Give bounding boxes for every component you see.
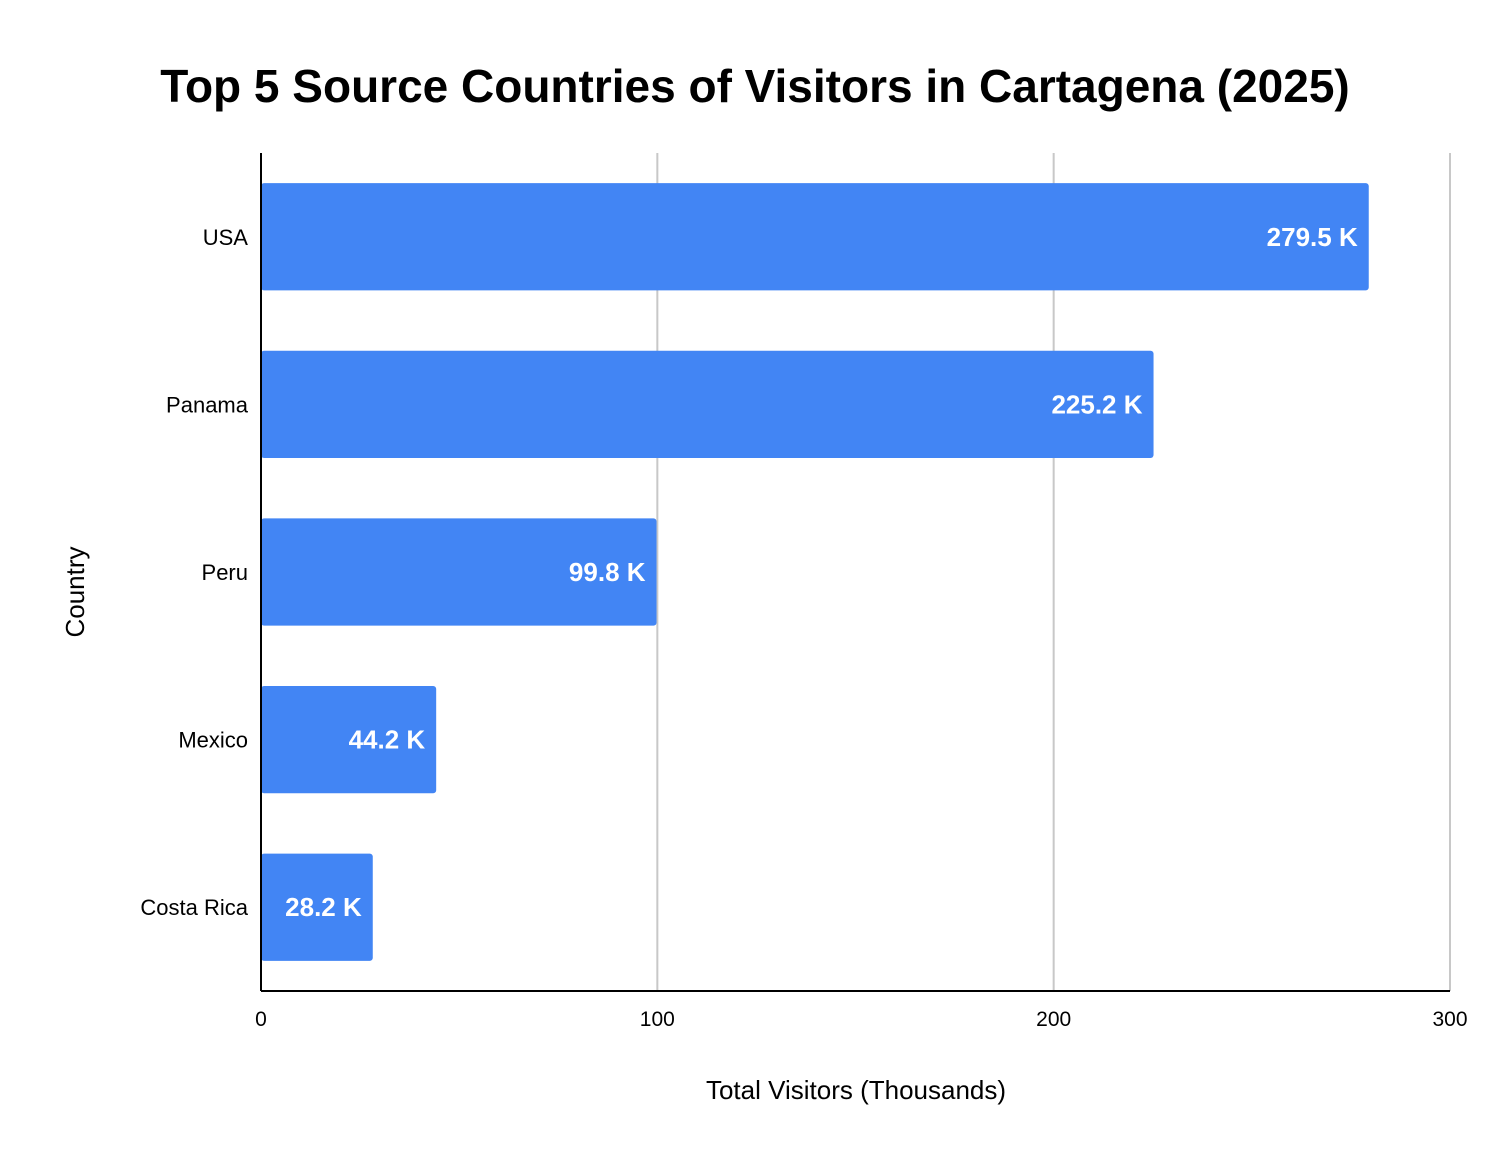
- gridlines: [656, 153, 1451, 991]
- data-label-costa-rica: 28.2 K: [285, 892, 362, 922]
- y-category-label-peru: Peru: [202, 560, 248, 585]
- y-category-label-costa-rica: Costa Rica: [140, 895, 248, 920]
- bar-costa-rica: [261, 853, 373, 961]
- bars: [261, 183, 1369, 961]
- bar-peru: [261, 518, 657, 626]
- axes: 0 100 200 300 USA Panama Peru Mexico Costa Rica: [140, 153, 1468, 1031]
- y-axis-title: Country: [60, 546, 90, 637]
- data-labels: 279.5 K 225.2 K 99.8 K 44.2 K 28.2 K: [285, 222, 1358, 922]
- bar-mexico: [261, 685, 437, 794]
- data-label-mexico: 44.2 K: [349, 725, 426, 755]
- x-axis-title: Total Visitors (Thousands): [706, 1075, 1006, 1105]
- x-tick-label-100: 100: [640, 1008, 675, 1031]
- bar-usa: [261, 183, 1369, 291]
- data-label-panama: 225.2 K: [1051, 389, 1142, 419]
- y-category-label-mexico: Mexico: [178, 728, 248, 753]
- y-category-label-panama: Panama: [166, 392, 249, 417]
- data-label-peru: 99.8 K: [569, 557, 646, 587]
- bar-panama: [261, 350, 1154, 459]
- chart-title: Top 5 Source Countries of Visitors in Ca…: [160, 60, 1349, 112]
- x-tick-label-200: 200: [1036, 1008, 1071, 1031]
- data-label-usa: 279.5 K: [1267, 222, 1358, 252]
- x-tick-label-300: 300: [1432, 1008, 1467, 1031]
- y-category-label-usa: USA: [203, 225, 249, 250]
- x-tick-label-0: 0: [255, 1008, 267, 1031]
